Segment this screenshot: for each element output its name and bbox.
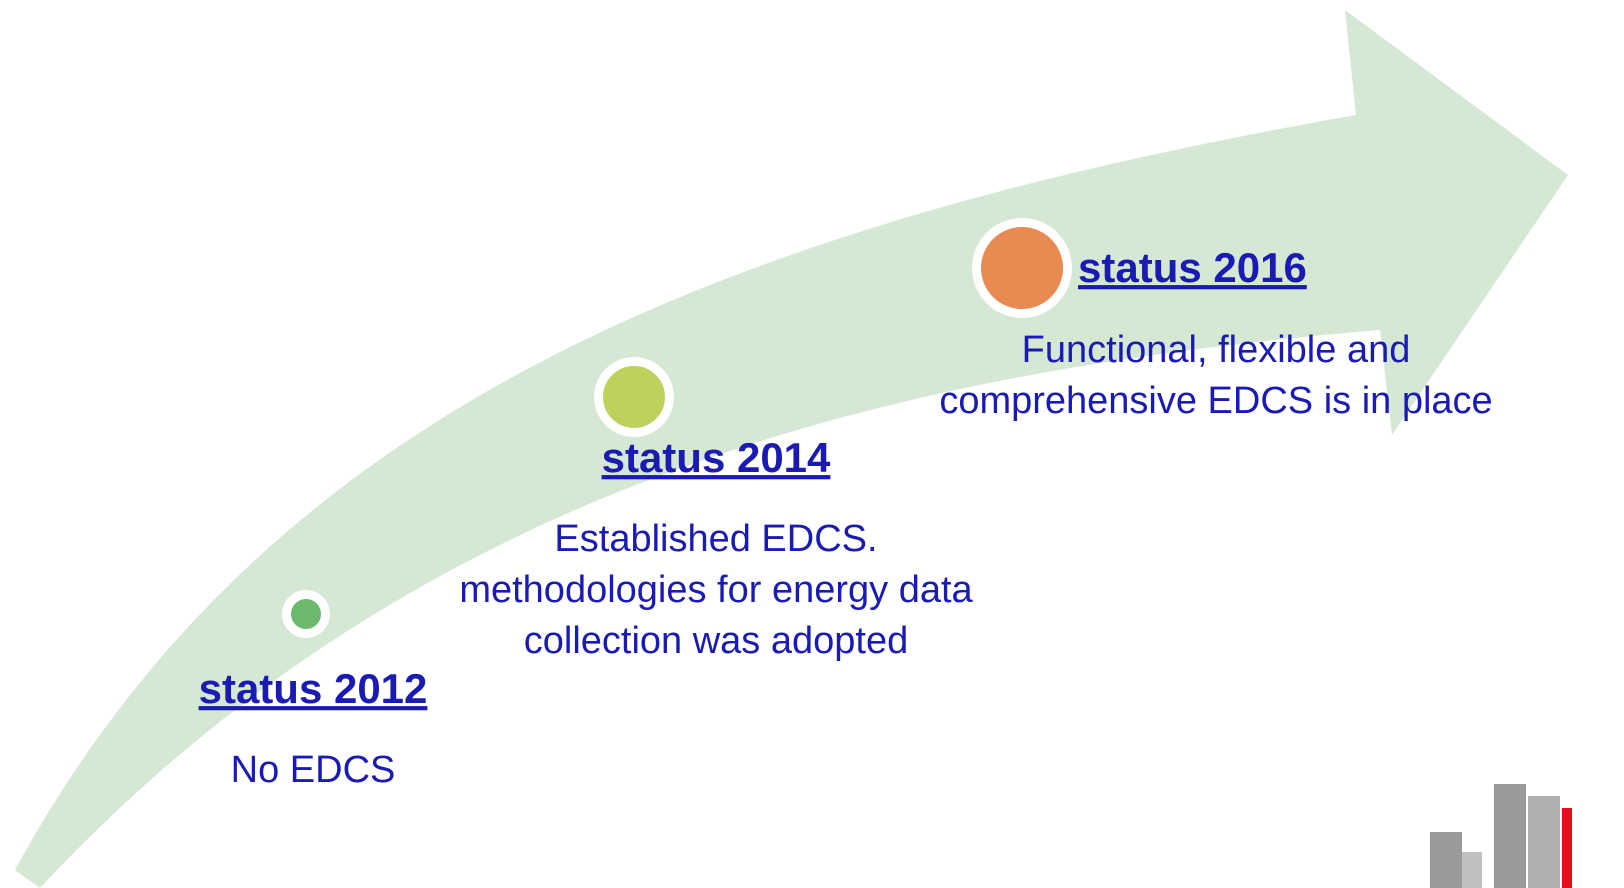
milestone-dot: [289, 597, 323, 631]
milestone-description: comprehensive EDCS is in place: [939, 380, 1492, 422]
logo: [1430, 784, 1572, 888]
progress-arrow: [15, 10, 1568, 888]
milestone-title: status 2014: [602, 434, 831, 481]
milestone-title: status 2016: [1078, 244, 1307, 291]
milestone-title: status 2012: [199, 665, 428, 712]
milestone-dot: [979, 225, 1065, 311]
milestone-dot: [601, 364, 667, 430]
milestone-description: No EDCS: [231, 749, 396, 791]
milestone-description: methodologies for energy data: [459, 569, 973, 611]
milestone-description: Established EDCS.: [554, 518, 877, 560]
milestone-description: Functional, flexible and: [1022, 329, 1411, 371]
milestones: status 2012 No EDCS status 2014 Established…: [199, 218, 1493, 791]
milestone-description: collection was adopted: [524, 620, 908, 662]
